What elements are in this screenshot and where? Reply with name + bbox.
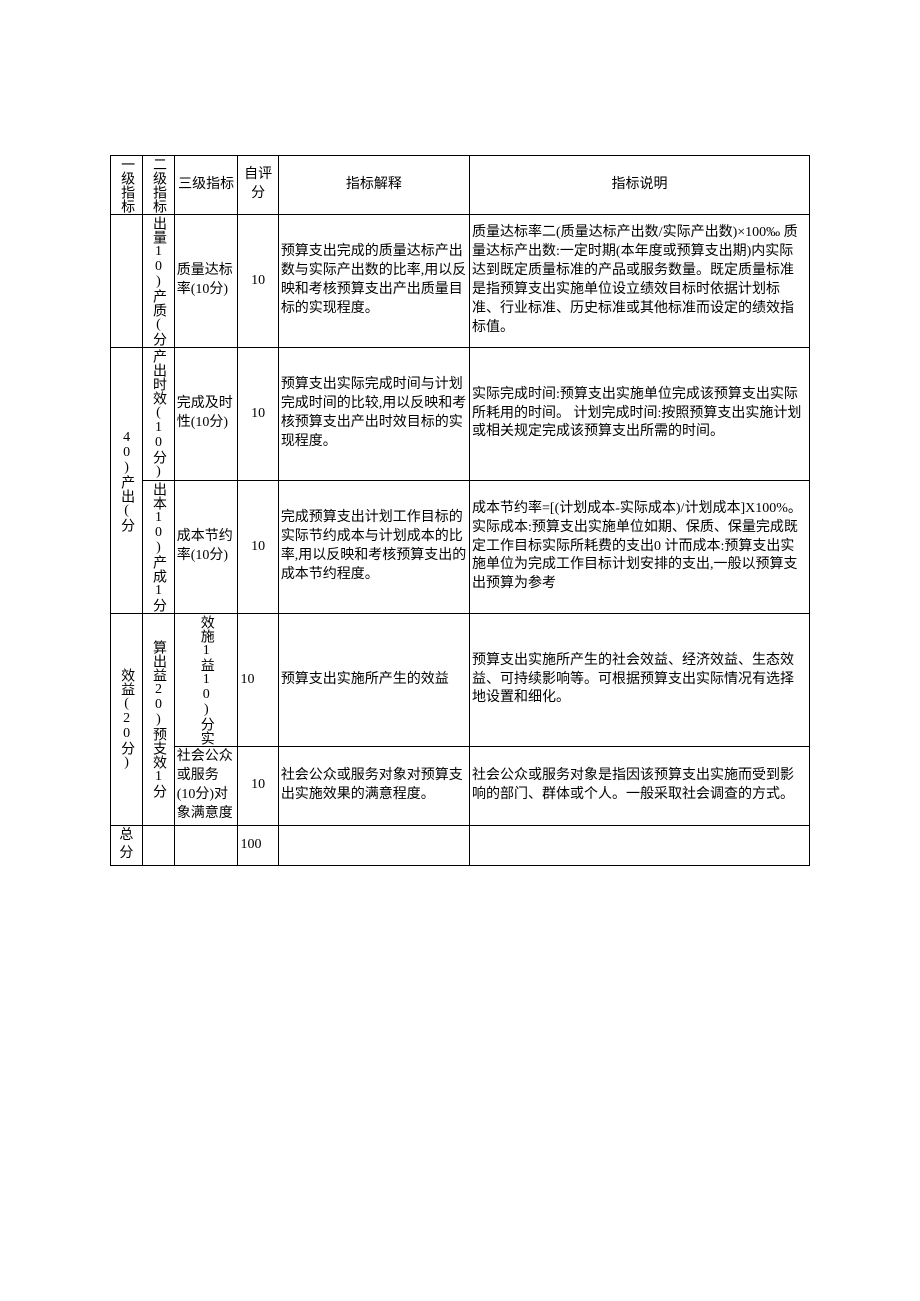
col-header: 指标解释 (278, 156, 469, 215)
cell-interp: 社会公众或服务对象对预算支出实施效果的满意程度。 (278, 747, 469, 826)
cell-lvl2: 出量10)产质(分 (142, 215, 174, 348)
col-header: 一级指标 (111, 156, 143, 215)
cell-lvl1: 效益(20分) (111, 614, 143, 826)
cell-lvl2: 出本10)产成1分 (142, 481, 174, 614)
col-header: 指标说明 (470, 156, 810, 215)
cell-lvl2 (142, 825, 174, 866)
cell-interp: 预算支出实施所产生的效益 (278, 614, 469, 747)
cell-lvl3: 社会公众或服务(10分)对象满意度 (174, 747, 238, 826)
table-row-total: 总分 100 (111, 825, 810, 866)
cell-score: 10 (238, 614, 278, 747)
cell-score: 10 (238, 215, 278, 348)
cell-lvl3: 完成及时性(10分) (174, 348, 238, 481)
cell-lvl3: 效施1益10)分实 (174, 614, 238, 747)
cell-lvl1: 总分 (111, 825, 143, 866)
cell-score: 10 (238, 348, 278, 481)
col-header: 三级指标 (174, 156, 238, 215)
cell-score: 10 (238, 481, 278, 614)
table-header-row: 一级指标 二级指标 三级指标 自评分 指标解释 指标说明 (111, 156, 810, 215)
table-row: 出量10)产质(分 质量达标率(10分) 10 预算支出完成的质量达标产出数与实… (111, 215, 810, 348)
cell-lvl1 (111, 215, 143, 348)
table-row: 效益(20分) 算出益20)预支效1分 效施1益10)分实 10 预算支出实施所… (111, 614, 810, 747)
indicator-table: 一级指标 二级指标 三级指标 自评分 指标解释 指标说明 出量10)产质(分 质… (110, 155, 810, 866)
col-header: 二级指标 (142, 156, 174, 215)
cell-lvl3: 质量达标率(10分) (174, 215, 238, 348)
cell-lvl2: 产出时效(10分) (142, 348, 174, 481)
cell-explain: 质量达标率二(质量达标产出数/实际产出数)×100‰ 质量达标产出数:一定时期(… (470, 215, 810, 348)
cell-interp: 预算支出实际完成时间与计划完成时间的比较,用以反映和考核预算支出产出时效目标的实… (278, 348, 469, 481)
table-row: 40)产出(分 产出时效(10分) 完成及时性(10分) 10 预算支出实际完成… (111, 348, 810, 481)
col-header: 自评分 (238, 156, 278, 215)
cell-explain: 实际完成时间:预算支出实施单位完成该预算支出实际所耗用的时间。 计划完成时间:按… (470, 348, 810, 481)
cell-lvl3: 成本节约率(10分) (174, 481, 238, 614)
cell-explain: 预算支出实施所产生的社会效益、经济效益、生态效益、可持续影响等。可根据预算支出实… (470, 614, 810, 747)
document-page: 一级指标 二级指标 三级指标 自评分 指标解释 指标说明 出量10)产质(分 质… (0, 0, 920, 866)
cell-lvl2: 算出益20)预支效1分 (142, 614, 174, 826)
cell-lvl1: 40)产出(分 (111, 348, 143, 614)
table-row: 社会公众或服务(10分)对象满意度 10 社会公众或服务对象对预算支出实施效果的… (111, 747, 810, 826)
cell-lvl3 (174, 825, 238, 866)
cell-explain: 成本节约率=[(计划成本-实际成本)/计划成本]X100%。 实际成本:预算支出… (470, 481, 810, 614)
cell-interp (278, 825, 469, 866)
cell-score: 10 (238, 747, 278, 826)
cell-explain (470, 825, 810, 866)
cell-interp: 完成预算支出计划工作目标的实际节约成本与计划成本的比率,用以反映和考核预算支出的… (278, 481, 469, 614)
cell-explain: 社会公众或服务对象是指因该预算支出实施而受到影响的部门、群体或个人。一般采取社会… (470, 747, 810, 826)
cell-interp: 预算支出完成的质量达标产出数与实际产出数的比率,用以反映和考核预算支出产出质量目… (278, 215, 469, 348)
cell-score: 100 (238, 825, 278, 866)
table-row: 出本10)产成1分 成本节约率(10分) 10 完成预算支出计划工作目标的实际节… (111, 481, 810, 614)
